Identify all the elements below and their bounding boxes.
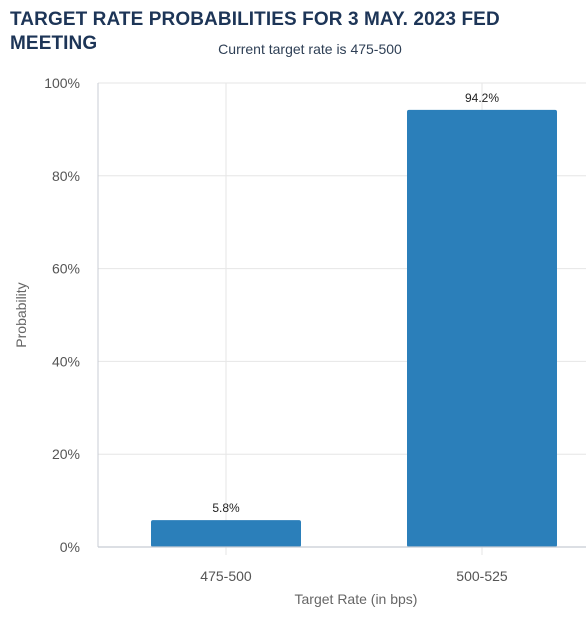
y-tick-label: 40% xyxy=(52,353,80,369)
y-axis-title: Probability xyxy=(13,282,29,347)
bar-475-500 xyxy=(151,520,301,547)
y-tick-label: 20% xyxy=(52,446,80,462)
chart-labels: 0% 20% 40% 60% 80% 100% 5.8% 475-500 94.2% 500-52… xyxy=(13,75,508,607)
data-label: 5.8% xyxy=(212,501,240,515)
x-tick-label: 475-500 xyxy=(200,568,252,584)
data-label: 94.2% xyxy=(465,91,499,105)
axes xyxy=(97,83,586,548)
y-tick-label: 100% xyxy=(44,75,80,91)
x-axis-title: Target Rate (in bps) xyxy=(295,591,418,607)
y-tick-label: 0% xyxy=(60,539,80,555)
x-tick-label: 500-525 xyxy=(456,568,508,584)
y-tick-label: 60% xyxy=(52,261,80,277)
bar-500-525 xyxy=(407,109,557,548)
chart-subtitle: Current target rate is 475-500 xyxy=(218,41,402,57)
bars xyxy=(151,109,557,548)
chart-title: TARGET RATE PROBABILITIES FOR 3 MAY. 202… xyxy=(10,9,500,54)
y-tick-label: 80% xyxy=(52,168,80,184)
